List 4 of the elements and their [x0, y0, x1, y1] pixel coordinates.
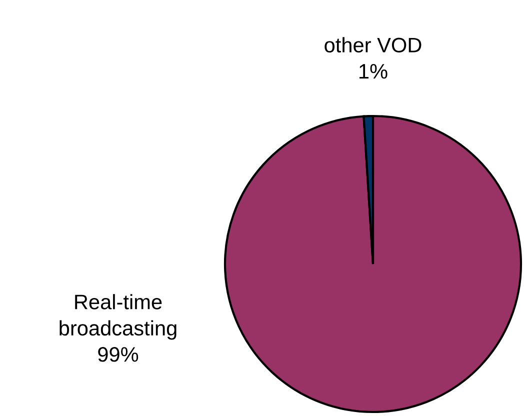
data-label: 1%	[360, 64, 388, 79]
data-label: 99%	[98, 347, 138, 362]
slice-label: Real-time broadcasting	[60, 294, 176, 340]
slice-label: other VOD	[324, 37, 422, 52]
